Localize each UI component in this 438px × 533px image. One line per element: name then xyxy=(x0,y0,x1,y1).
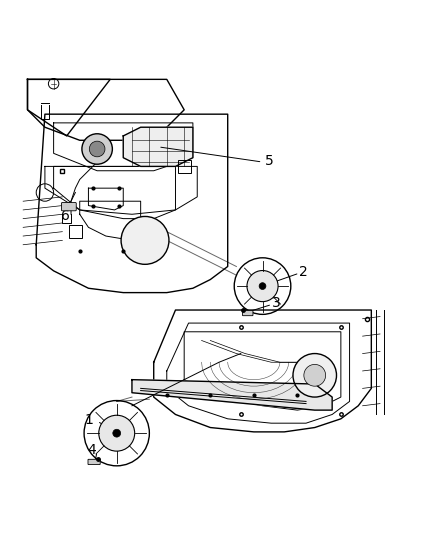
Text: 4: 4 xyxy=(88,443,96,457)
Text: 6: 6 xyxy=(61,209,70,223)
Circle shape xyxy=(259,282,266,289)
Text: 1: 1 xyxy=(84,413,93,427)
Text: 3: 3 xyxy=(272,296,281,311)
FancyBboxPatch shape xyxy=(243,310,253,316)
Circle shape xyxy=(304,365,325,386)
Circle shape xyxy=(99,415,134,451)
Polygon shape xyxy=(123,127,193,166)
Circle shape xyxy=(247,271,278,302)
FancyBboxPatch shape xyxy=(61,203,76,211)
FancyBboxPatch shape xyxy=(88,459,100,465)
Text: 5: 5 xyxy=(265,154,273,168)
Circle shape xyxy=(113,429,120,437)
Polygon shape xyxy=(132,379,332,410)
Text: 2: 2 xyxy=(300,265,308,279)
Circle shape xyxy=(89,141,105,157)
Circle shape xyxy=(82,134,113,164)
Circle shape xyxy=(293,353,336,397)
Circle shape xyxy=(121,216,169,264)
